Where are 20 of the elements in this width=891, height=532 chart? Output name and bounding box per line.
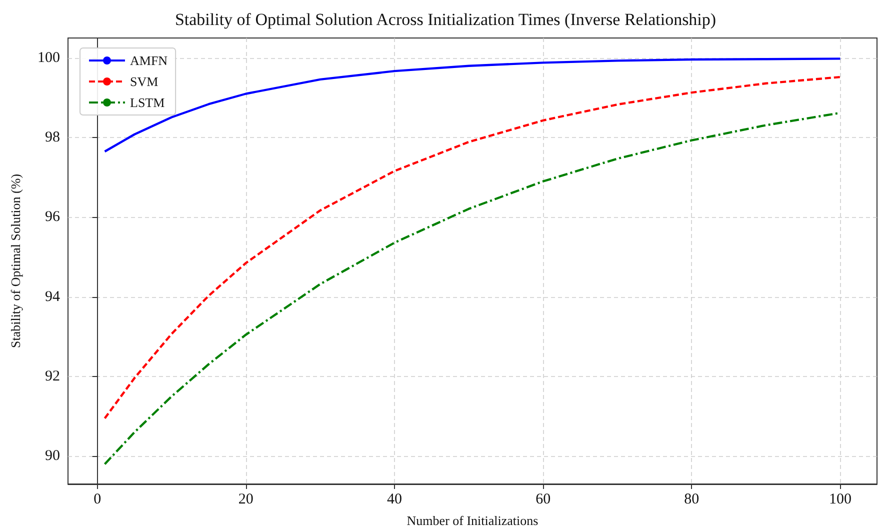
x-tick-label: 100 xyxy=(828,492,852,508)
chart-title: Stability of Optimal Solution Across Initialization Times (Inverse Relationship) xyxy=(174,10,716,29)
x-tick-label: 40 xyxy=(386,492,402,508)
line-series xyxy=(104,76,842,420)
y-tick-label: 98 xyxy=(45,130,60,146)
y-tick-label: 94 xyxy=(45,288,60,305)
x-tick-label: 60 xyxy=(536,492,551,508)
x-axis-title: Number of Initializations xyxy=(406,513,538,528)
legend-label: SVM xyxy=(130,74,159,89)
x-tick-label: 0 xyxy=(94,492,102,508)
y-tick-label: 92 xyxy=(45,368,60,384)
x-tick-label: 80 xyxy=(684,492,700,508)
y-axis-title: Stability of Optimal Solution (%) xyxy=(8,174,23,348)
x-tick-label: 20 xyxy=(238,492,254,508)
y-tick-label: 100 xyxy=(38,50,60,66)
legend-label: LSTM xyxy=(130,95,166,110)
line-series xyxy=(104,58,842,153)
y-tick-label: 90 xyxy=(45,448,60,464)
legend-label: AMFN xyxy=(130,53,168,68)
y-tick-label: 96 xyxy=(45,209,60,226)
